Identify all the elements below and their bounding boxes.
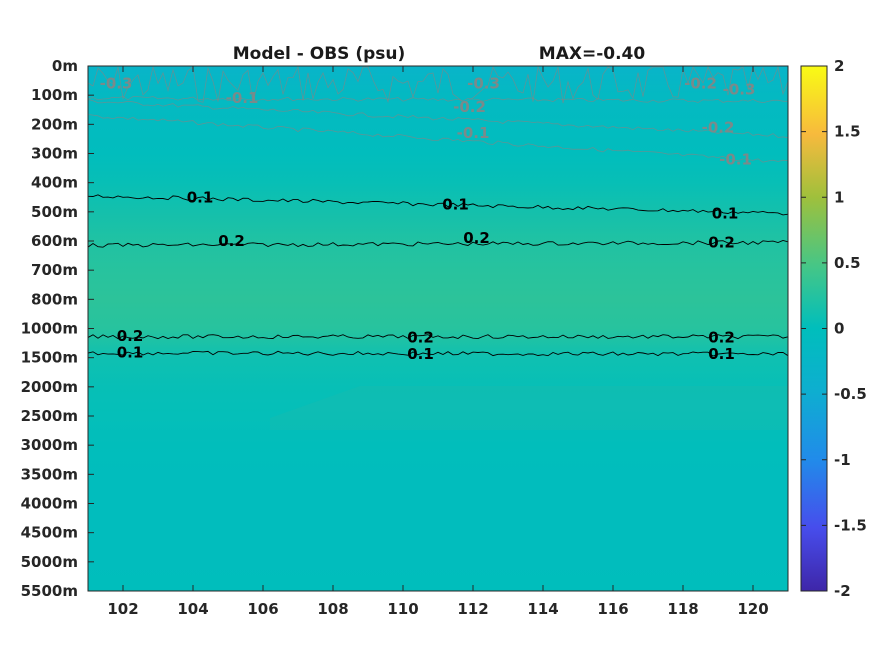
contour-label: -0.3 [467, 75, 500, 93]
field-wedge [270, 386, 788, 430]
contour-label: 0.2 [407, 328, 434, 346]
contour-lines: -0.3 -0.3 -0.2 -0.3-0.1 -0.2-0.2-0.1-0.10.1 0… [88, 66, 788, 363]
y-tick-label: 4000m [21, 495, 78, 513]
y-axis: 0m 100m 200m 300m 400m 500m 600m 700m 800m 1000m 1… [21, 57, 94, 600]
contour-label: -0.1 [226, 89, 259, 107]
contour-line [88, 96, 788, 104]
contour-line [88, 114, 788, 163]
contour-line [88, 334, 788, 340]
x-tick-label: 118 [667, 600, 698, 618]
y-tick-label: 1000m [21, 320, 78, 338]
y-tick-label: 600m [31, 232, 78, 250]
x-tick-label: 116 [597, 600, 628, 618]
colorbar-tick-label: -1 [834, 451, 851, 469]
y-tick-label: 3000m [21, 436, 78, 454]
chart-title: Model - OBS (psu) [233, 44, 406, 64]
y-tick-label: 500m [31, 203, 78, 221]
x-tick-label: 108 [317, 600, 348, 618]
contour-label: 0.2 [218, 232, 245, 250]
y-tick-label: 300m [31, 145, 78, 163]
y-tick-label: 700m [31, 261, 78, 279]
y-tick-label: 4500m [21, 524, 78, 542]
x-axis: 102 104 106 108 110 112 114 116 118 120 [107, 66, 769, 618]
contour-label: 0.2 [463, 229, 490, 247]
contour-label: -0.1 [719, 150, 752, 168]
contour-line [88, 350, 788, 357]
contour-line [88, 99, 788, 139]
x-tick-label: 120 [737, 600, 768, 618]
x-tick-label: 110 [387, 600, 418, 618]
colorbar-tick-label: 1.5 [834, 123, 861, 141]
contour-line [88, 194, 788, 216]
colorbar-tick-label: 0 [834, 320, 844, 338]
y-tick-label: 100m [31, 86, 78, 104]
colorbar-tick-label: 1 [834, 188, 844, 206]
plot-area: -0.3 -0.3 -0.2 -0.3-0.1 -0.2-0.2-0.1-0.10.1 0… [88, 66, 788, 591]
contour-label: -0.2 [684, 75, 717, 93]
contour-label: -0.1 [457, 124, 490, 142]
y-tick-label: 0m [52, 57, 78, 75]
contour-label: 0.2 [117, 327, 144, 345]
contour-line [88, 66, 788, 104]
colorbar: 2 1.5 1 0.5 0 -0.5 -1 -1.5 -2 [800, 57, 867, 600]
colorbar-ticks: 2 1.5 1 0.5 0 -0.5 -1 -1.5 -2 [801, 57, 867, 600]
contour-label: 0.1 [712, 204, 739, 222]
contour-label: 0.1 [407, 345, 434, 363]
y-tick-label: 5500m [21, 582, 78, 600]
x-tick-label: 114 [527, 600, 558, 618]
colorbar-tick-label: 2 [834, 57, 844, 75]
contour-line [88, 240, 788, 248]
contour-label: -0.2 [702, 118, 735, 136]
y-tick-label: 800m [31, 290, 78, 308]
x-tick-label: 102 [107, 600, 138, 618]
contour-label: -0.3 [100, 75, 133, 93]
contour-label: 0.2 [708, 233, 735, 251]
y-tick-label: 1500m [21, 349, 78, 367]
contour-label: 0.1 [442, 196, 469, 214]
y-tick-label: 2000m [21, 378, 78, 396]
contour-label: 0.1 [708, 345, 735, 363]
y-tick-label: 200m [31, 115, 78, 133]
x-tick-label: 104 [177, 600, 208, 618]
y-tick-label: 3500m [21, 465, 78, 483]
colorbar-tick-label: -1.5 [834, 516, 867, 534]
colorbar-tick-label: -2 [834, 582, 851, 600]
field-background [88, 66, 788, 591]
y-tick-label: 5000m [21, 553, 78, 571]
contour-label: -0.2 [453, 98, 486, 116]
colorbar-tick-label: 0.5 [834, 254, 861, 272]
x-tick-label: 106 [247, 600, 278, 618]
contour-label: 0.1 [117, 343, 144, 361]
chart-max-label: MAX=-0.40 [539, 44, 646, 64]
colorbar-tick-label: -0.5 [834, 385, 867, 403]
contour-label: 0.1 [187, 188, 214, 206]
contour-label: 0.2 [708, 328, 735, 346]
contour-label: -0.3 [723, 80, 756, 98]
y-tick-label: 2500m [21, 407, 78, 425]
x-tick-label: 112 [457, 600, 488, 618]
y-tick-label: 400m [31, 174, 78, 192]
